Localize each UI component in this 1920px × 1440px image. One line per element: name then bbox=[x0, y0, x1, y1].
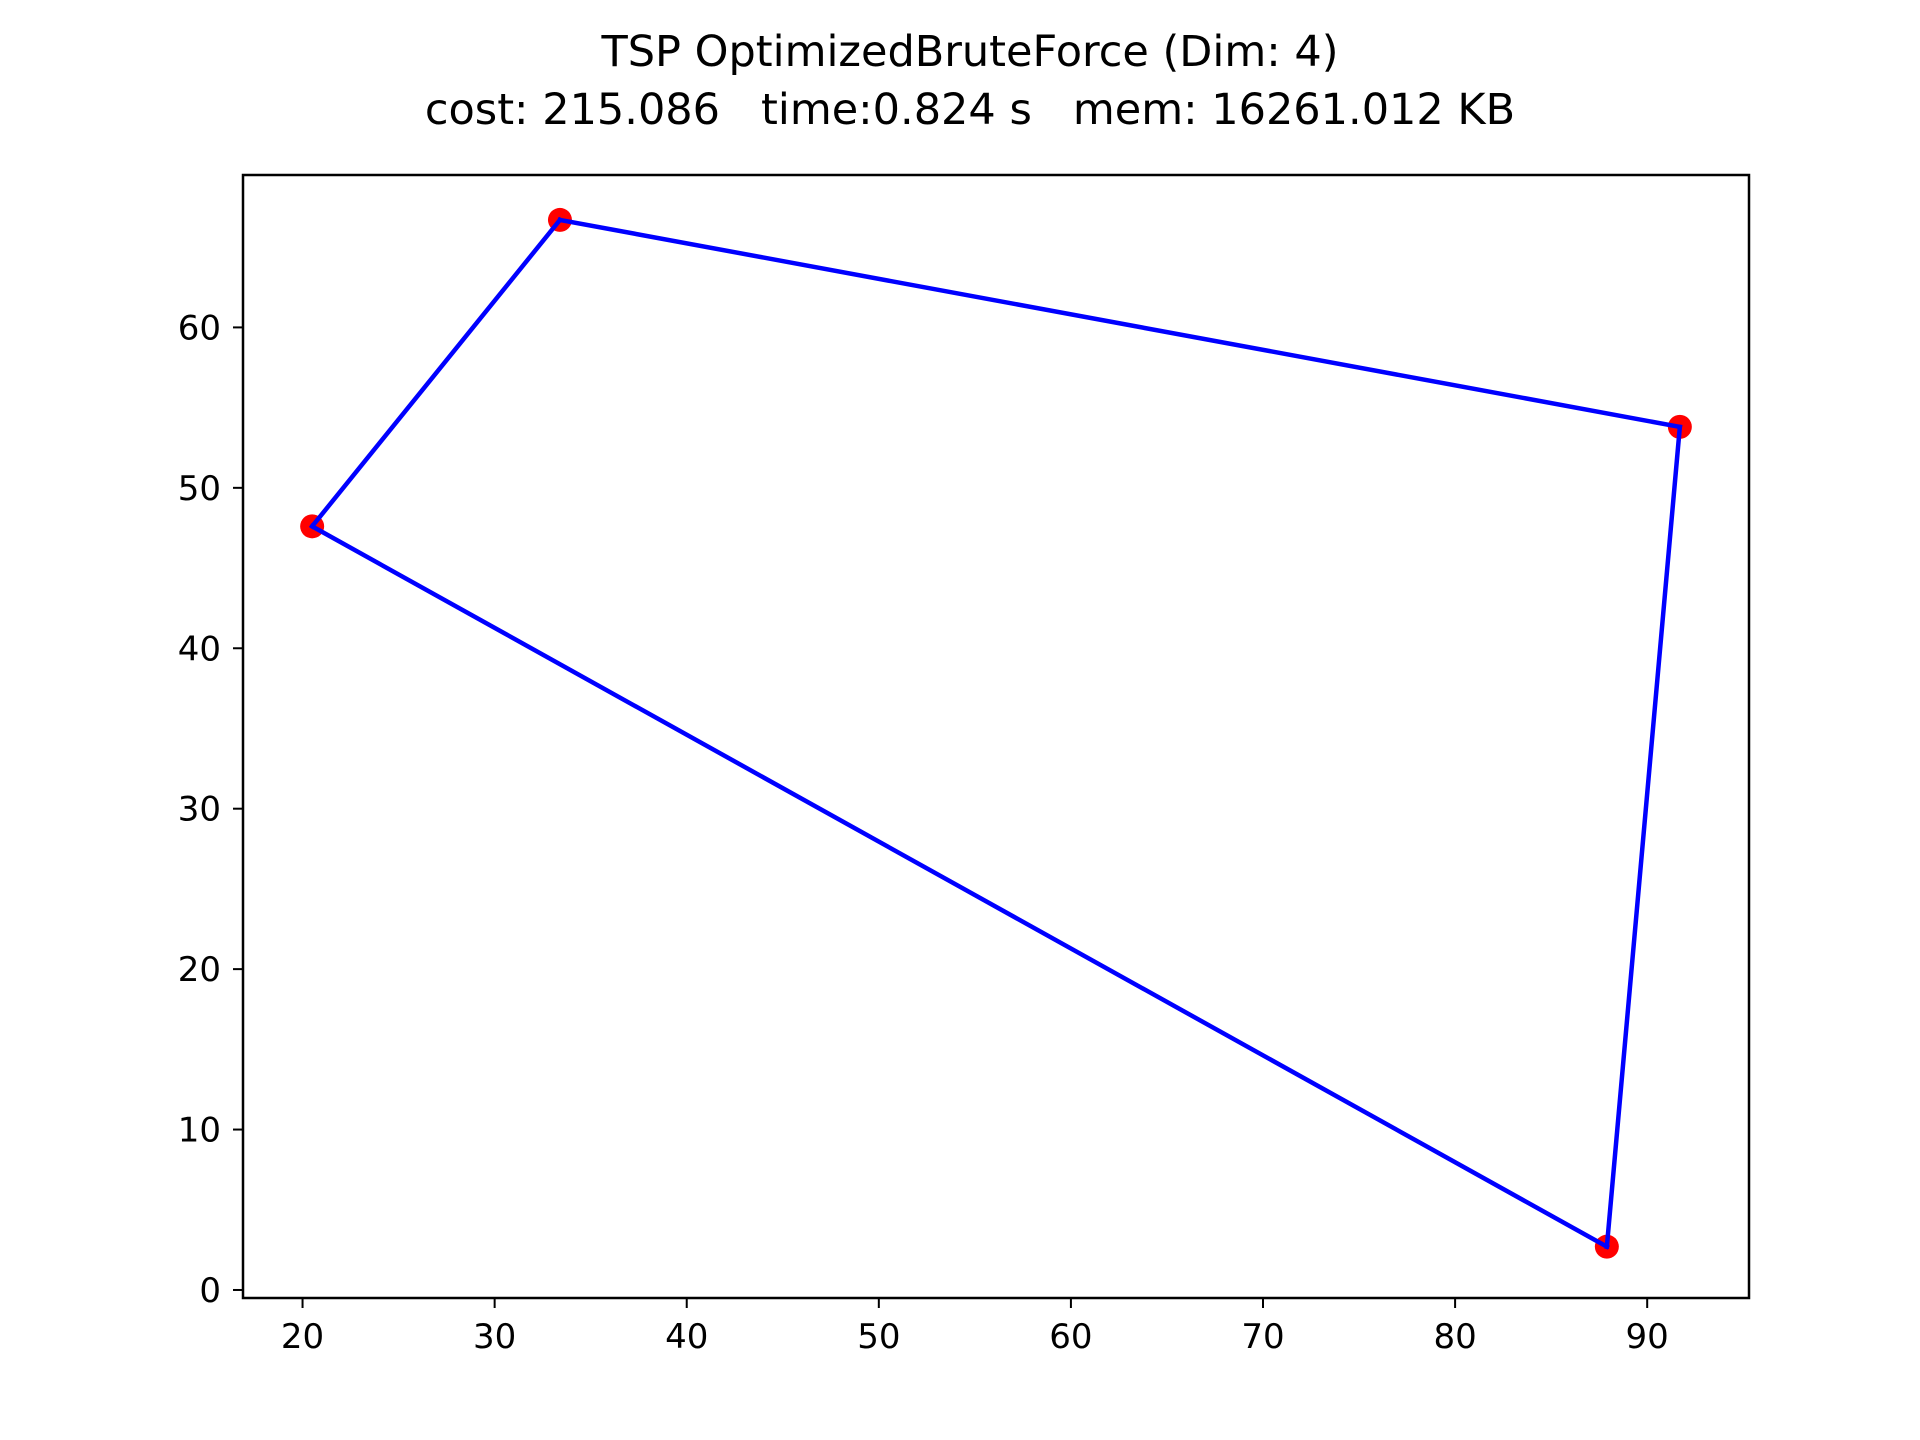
y-tick-label: 30 bbox=[178, 790, 221, 830]
x-tick-label: 50 bbox=[857, 1317, 900, 1357]
x-axis-ticks: 20 30 40 50 60 70 80 90 bbox=[281, 1298, 1669, 1357]
x-tick-label: 90 bbox=[1626, 1317, 1669, 1357]
y-tick-label: 40 bbox=[178, 629, 221, 669]
x-tick-label: 70 bbox=[1241, 1317, 1284, 1357]
tour-lines bbox=[308, 216, 1683, 1250]
y-tick-label: 60 bbox=[178, 308, 221, 348]
chart-subtitle: cost: 215.086 time:0.824 s mem: 16261.01… bbox=[425, 85, 1515, 135]
y-tick-label: 10 bbox=[178, 1111, 221, 1151]
y-axis-ticks: 0 10 20 30 40 50 60 bbox=[178, 308, 243, 1311]
tour-segment bbox=[1604, 424, 1683, 1250]
axes-frame bbox=[241, 173, 1751, 1300]
x-tick-label: 30 bbox=[473, 1317, 516, 1357]
x-tick-label: 20 bbox=[281, 1317, 324, 1357]
x-tick-label: 40 bbox=[665, 1317, 708, 1357]
x-tick-label: 80 bbox=[1433, 1317, 1476, 1357]
plot-area: 20 30 40 50 60 70 80 90 0 10 20 30 40 50 60 bbox=[178, 173, 1751, 1357]
y-tick-label: 20 bbox=[178, 950, 221, 990]
tour-segment bbox=[309, 523, 1610, 1250]
y-tick-label: 0 bbox=[199, 1271, 221, 1311]
tour-segment bbox=[557, 217, 1683, 430]
x-tick-label: 60 bbox=[1049, 1317, 1092, 1357]
y-tick-label: 50 bbox=[178, 469, 221, 509]
chart-title: TSP OptimizedBruteForce (Dim: 4) bbox=[600, 27, 1338, 77]
tour-segment bbox=[308, 216, 564, 530]
